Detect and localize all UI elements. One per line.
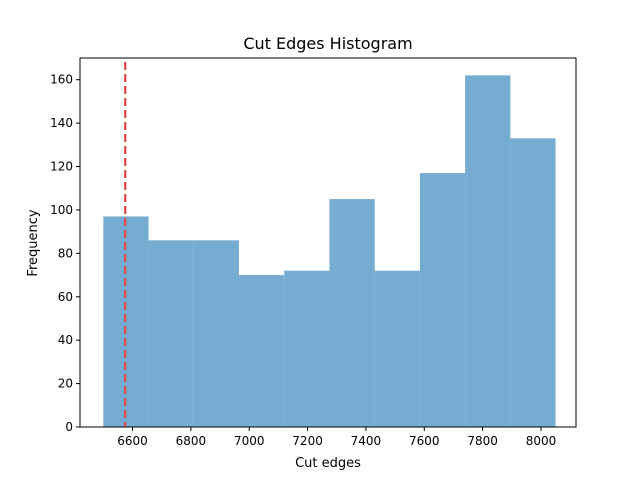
y-tick-label: 160 bbox=[50, 73, 73, 87]
x-tick-label: 7200 bbox=[292, 434, 323, 448]
histogram-bar bbox=[510, 138, 556, 427]
y-axis-label: Frequency bbox=[26, 209, 41, 276]
x-axis-label: Cut edges bbox=[295, 456, 361, 471]
y-tick-label: 140 bbox=[50, 116, 73, 130]
x-tick-label: 7000 bbox=[234, 434, 265, 448]
x-tick-label: 8000 bbox=[526, 434, 557, 448]
histogram-bar bbox=[374, 270, 420, 427]
x-tick-label: 6600 bbox=[117, 434, 148, 448]
histogram-bar bbox=[419, 173, 466, 427]
x-tick-label: 6800 bbox=[176, 434, 207, 448]
y-tick-label: 20 bbox=[58, 377, 73, 391]
y-tick-label: 40 bbox=[58, 333, 73, 347]
chart-title: Cut Edges Histogram bbox=[243, 34, 412, 53]
plot-frame bbox=[79, 57, 577, 428]
y-tick-label: 80 bbox=[58, 246, 73, 260]
histogram-bar bbox=[465, 75, 511, 427]
histogram-bar bbox=[193, 240, 240, 427]
y-tick-label: 0 bbox=[65, 420, 73, 434]
y-tick-label: 100 bbox=[50, 203, 73, 217]
y-tick-label: 120 bbox=[50, 160, 73, 174]
histogram-bar bbox=[284, 270, 330, 427]
histogram-bar bbox=[148, 240, 194, 427]
histogram-bar bbox=[329, 199, 375, 427]
x-tick-label: 7800 bbox=[467, 434, 498, 448]
x-axis-ticks: 6600 6800 7000 7200 7400 7600 7800 8000 bbox=[117, 427, 556, 448]
y-axis-ticks: 0 20 40 60 80 100 120 140 160 bbox=[50, 73, 80, 434]
x-tick-label: 7600 bbox=[409, 434, 440, 448]
y-tick-label: 60 bbox=[58, 290, 73, 304]
bars-group bbox=[103, 75, 556, 427]
x-tick-label: 7400 bbox=[351, 434, 382, 448]
histogram-bar bbox=[239, 275, 285, 427]
